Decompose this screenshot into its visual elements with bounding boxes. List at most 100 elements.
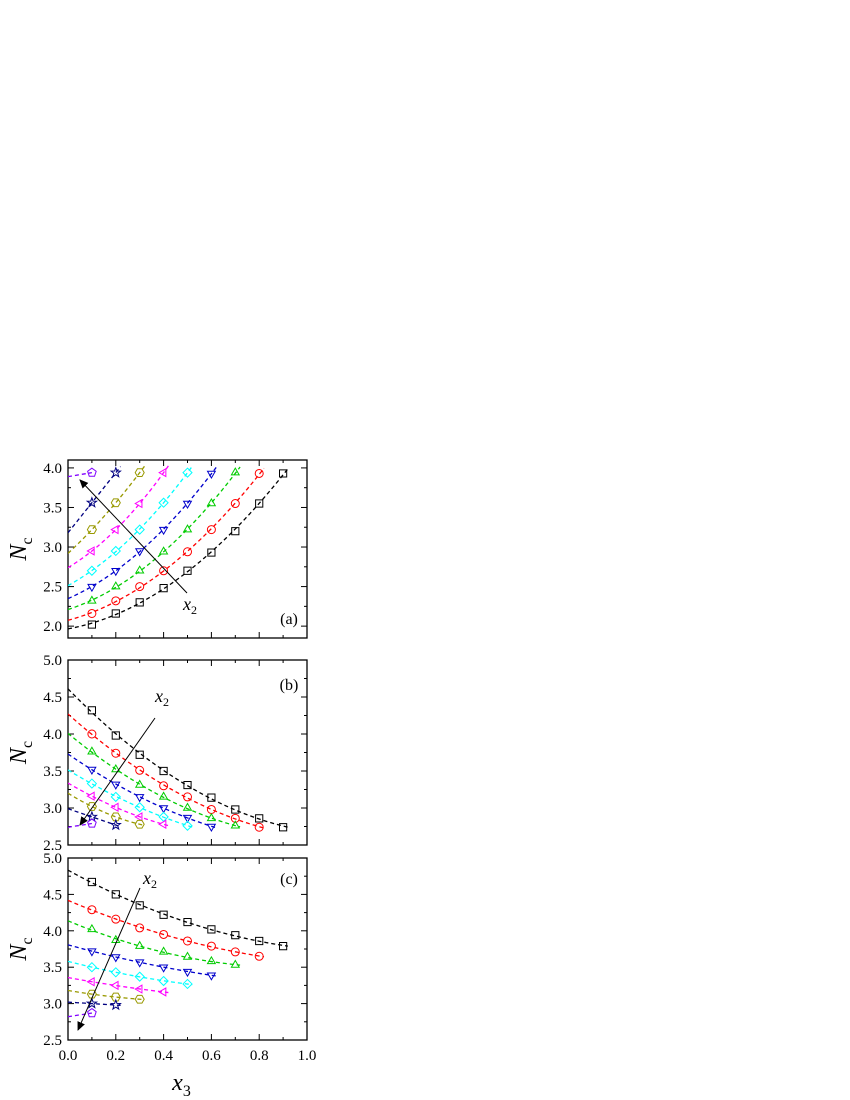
data-point-series-7 — [110, 498, 121, 508]
data-point-series-4 — [206, 823, 217, 832]
data-point-series-1 — [159, 584, 168, 593]
data-point-series-5 — [86, 778, 98, 789]
panel-label: (c) — [280, 871, 298, 888]
y-tick-label: 4.5 — [43, 690, 62, 706]
data-point-series-2 — [254, 468, 264, 478]
data-point-series-2 — [183, 792, 192, 802]
data-point-series-1 — [279, 469, 288, 478]
data-point-series-3 — [111, 581, 121, 590]
data-point-series-3 — [206, 812, 217, 822]
data-point-series-4 — [182, 814, 193, 824]
x-tick-label: 0.4 — [154, 1048, 173, 1064]
data-point-series-5 — [182, 467, 193, 478]
data-point-series-3 — [230, 959, 241, 968]
data-point-series-6 — [134, 984, 143, 994]
data-point-series-9 — [87, 1007, 97, 1018]
data-point-series-5 — [158, 497, 169, 508]
y-tick-label: 4.0 — [43, 461, 62, 477]
data-point-series-1 — [111, 731, 120, 740]
data-point-series-3 — [134, 779, 145, 788]
fit-curve-series-8 — [68, 808, 121, 828]
y-tick-label: 2.5 — [43, 580, 62, 596]
y-axis-label-subscript: c — [19, 537, 36, 544]
fit-curve-series-7 — [68, 465, 146, 554]
data-point-series-3 — [182, 524, 193, 533]
data-point-series-2 — [254, 822, 264, 832]
y-tick-label: 4.5 — [43, 887, 62, 903]
fit-curve-series-8 — [68, 1001, 121, 1006]
arrow-label: x2 — [154, 686, 169, 709]
data-point-series-3 — [158, 546, 169, 555]
data-point-series-1 — [255, 499, 264, 508]
y-axis-label: Nc — [6, 741, 36, 765]
data-point-series-4 — [87, 583, 97, 593]
y-tick-label: 2.5 — [43, 838, 62, 854]
x-tick-label: 0.2 — [106, 1048, 125, 1064]
data-point-series-4 — [158, 964, 169, 973]
x-axis-label: x3 — [171, 1070, 191, 1100]
data-point-series-5 — [134, 971, 145, 982]
data-point-series-2 — [230, 947, 240, 957]
y-tick-label: 2.5 — [43, 1033, 62, 1049]
data-point-series-2 — [111, 596, 121, 606]
fit-curve-series-1 — [68, 688, 289, 828]
data-point-series-2 — [254, 951, 264, 961]
data-point-series-8 — [109, 466, 122, 478]
data-point-series-4 — [206, 470, 217, 479]
data-point-series-1 — [231, 931, 240, 940]
data-point-series-4 — [182, 968, 193, 978]
data-point-series-7 — [134, 468, 145, 478]
y-axis-label-subscript: c — [19, 937, 36, 944]
data-point-series-4 — [134, 959, 145, 968]
data-point-series-2 — [159, 566, 169, 576]
data-point-series-1 — [279, 823, 288, 832]
data-point-series-2 — [135, 765, 145, 775]
y-axis-label: Nc — [6, 537, 36, 561]
data-point-series-1 — [135, 598, 144, 607]
trend-arrow — [77, 887, 141, 1031]
fit-curve-series-7 — [68, 989, 145, 1001]
fit-curve-series-1 — [68, 869, 288, 947]
data-point-series-3 — [87, 923, 97, 933]
data-point-series-4 — [87, 766, 97, 776]
fit-curve-series-3 — [68, 466, 241, 611]
plot-frame — [67, 857, 308, 1041]
data-point-series-5 — [86, 565, 98, 576]
data-point-series-5 — [182, 820, 193, 831]
data-point-series-1 — [255, 936, 264, 946]
data-point-series-3 — [230, 467, 241, 476]
data-point-series-1 — [231, 805, 240, 814]
data-point-series-3 — [158, 791, 169, 800]
arrow-label: x2 — [182, 594, 197, 617]
data-point-series-1 — [279, 941, 288, 951]
data-point-series-2 — [183, 547, 192, 557]
fit-curve-series-5 — [68, 960, 193, 986]
data-point-series-1 — [159, 910, 168, 919]
data-point-series-6 — [158, 467, 167, 478]
data-point-series-6 — [86, 976, 95, 987]
y-tick-label: 4.0 — [43, 727, 62, 743]
data-point-series-2 — [206, 804, 216, 814]
x-tick-label: 0.8 — [250, 1048, 269, 1064]
data-point-series-6 — [134, 812, 143, 822]
data-point-series-1 — [183, 917, 192, 927]
data-point-series-3 — [206, 498, 217, 507]
data-point-series-4 — [87, 948, 97, 957]
data-point-series-5 — [110, 967, 122, 978]
fit-curve-series-3 — [68, 920, 241, 966]
data-point-series-9 — [87, 467, 97, 477]
data-point-series-4 — [111, 568, 121, 577]
data-point-series-5 — [182, 978, 193, 990]
x-tick-label: 0.0 — [59, 1048, 78, 1064]
panel-label: (b) — [280, 677, 299, 694]
y-axis-label-subscript: c — [19, 741, 36, 748]
y-tick-label: 5.0 — [43, 653, 62, 669]
y-tick-label: 5.0 — [43, 851, 62, 867]
fit-curve-series-4 — [68, 944, 217, 977]
y-tick-label: 3.5 — [43, 960, 62, 976]
data-point-series-1 — [207, 925, 216, 934]
data-point-series-1 — [207, 793, 216, 802]
panel-c: 2.5 3.0 3.5 4.0 4.5 5.0 0.0 0.2 0.4 0.6 0.8 1.0 x3 Nc… — [6, 851, 316, 1100]
data-point-series-3 — [134, 940, 145, 949]
data-point-series-6 — [86, 791, 95, 801]
